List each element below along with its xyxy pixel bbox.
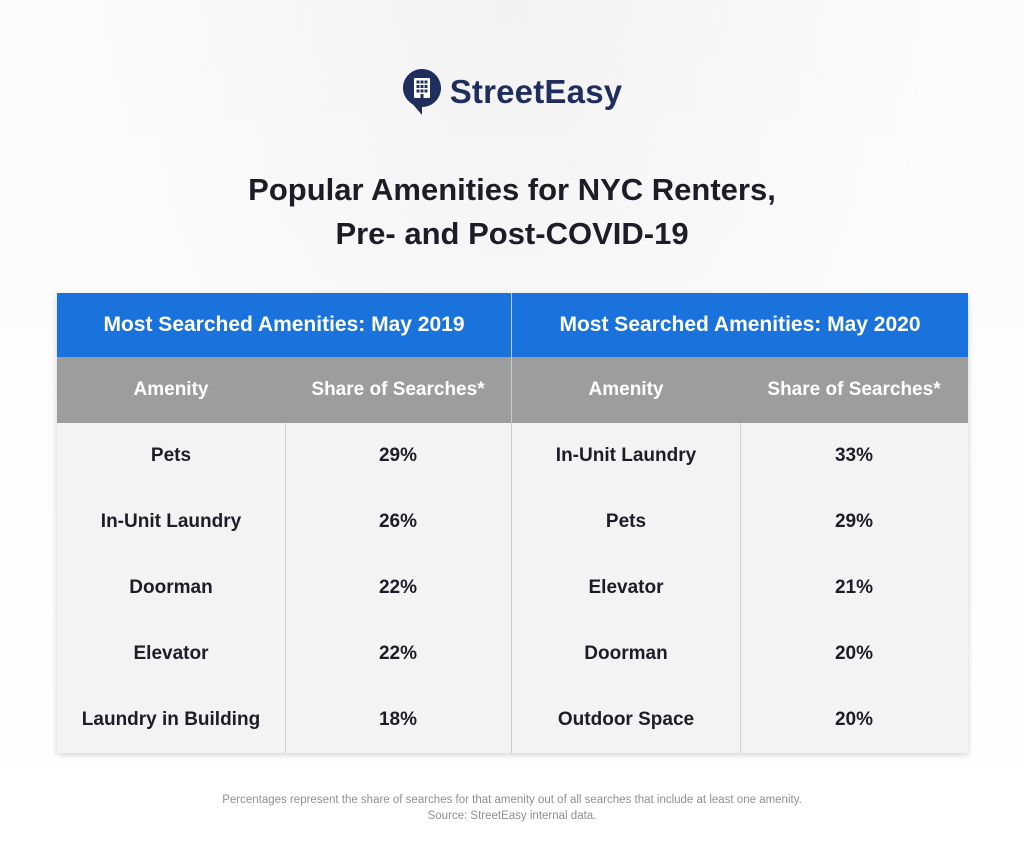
table-row: Elevator 22%: [57, 621, 511, 687]
column-header-share: Share of Searches*: [767, 379, 941, 400]
building-pin-icon: [402, 69, 441, 115]
page-title: Popular Amenities for NYC Renters, Pre- …: [0, 168, 1024, 256]
amenity-cell: Doorman: [129, 577, 213, 598]
table-2020-column-headers: Amenity Share of Searches*: [512, 357, 968, 423]
table-row: Elevator 21%: [512, 555, 968, 621]
amenity-cell: Elevator: [588, 577, 664, 598]
share-cell: 22%: [378, 643, 418, 664]
streeteasy-logo: StreetEasy: [0, 68, 1024, 116]
amenity-cell: In-Unit Laundry: [555, 445, 697, 466]
amenities-table: Most Searched Amenities: May 2019 Amenit…: [57, 293, 968, 753]
footnote-source: Source: StreetEasy internal data.: [427, 810, 597, 822]
share-cell: 21%: [834, 577, 874, 598]
share-cell: 20%: [834, 643, 874, 664]
amenity-cell: Doorman: [584, 643, 668, 664]
title-line-2: Pre- and Post-COVID-19: [335, 216, 689, 251]
table-row: Doorman 20%: [512, 621, 968, 687]
amenity-cell: Outdoor Space: [557, 709, 695, 730]
column-divider: [285, 423, 286, 753]
table-row: Pets 29%: [57, 423, 511, 489]
share-cell: 18%: [378, 709, 418, 730]
share-cell: 29%: [834, 511, 874, 532]
table-2019-heading: Most Searched Amenities: May 2019: [57, 293, 511, 357]
share-cell: 29%: [378, 445, 418, 466]
amenity-cell: Pets: [605, 511, 647, 532]
table-row: Doorman 22%: [57, 555, 511, 621]
table-row: Outdoor Space 20%: [512, 687, 968, 753]
column-header-amenity: Amenity: [133, 379, 209, 400]
table-2019-body: Pets 29% In-Unit Laundry 26% Doorman 22%…: [57, 423, 511, 753]
table-row: Laundry in Building 18%: [57, 687, 511, 753]
table-row: Pets 29%: [512, 489, 968, 555]
table-2019: Most Searched Amenities: May 2019 Amenit…: [57, 293, 511, 753]
table-2019-column-headers: Amenity Share of Searches*: [57, 357, 511, 423]
amenity-cell: In-Unit Laundry: [100, 511, 242, 532]
share-cell: 33%: [834, 445, 874, 466]
table-row: In-Unit Laundry 33%: [512, 423, 968, 489]
amenity-cell: Laundry in Building: [81, 709, 261, 730]
column-header-share: Share of Searches*: [311, 379, 485, 400]
footnote-definition: Percentages represent the share of searc…: [222, 794, 802, 806]
share-cell: 26%: [378, 511, 418, 532]
title-line-1: Popular Amenities for NYC Renters,: [248, 172, 776, 207]
panel-divider: [511, 293, 512, 753]
column-header-amenity: Amenity: [588, 379, 664, 400]
share-cell: 22%: [378, 577, 418, 598]
table-2020: Most Searched Amenities: May 2020 Amenit…: [512, 293, 968, 753]
share-cell: 20%: [834, 709, 874, 730]
amenity-cell: Elevator: [133, 643, 209, 664]
brand-name: StreetEasy: [449, 73, 623, 110]
table-2020-heading: Most Searched Amenities: May 2020: [512, 293, 968, 357]
column-divider: [740, 423, 741, 753]
amenity-cell: Pets: [150, 445, 192, 466]
footnote: Percentages represent the share of searc…: [0, 792, 1024, 824]
table-2020-body: In-Unit Laundry 33% Pets 29% Elevator 21…: [512, 423, 968, 753]
table-row: In-Unit Laundry 26%: [57, 489, 511, 555]
